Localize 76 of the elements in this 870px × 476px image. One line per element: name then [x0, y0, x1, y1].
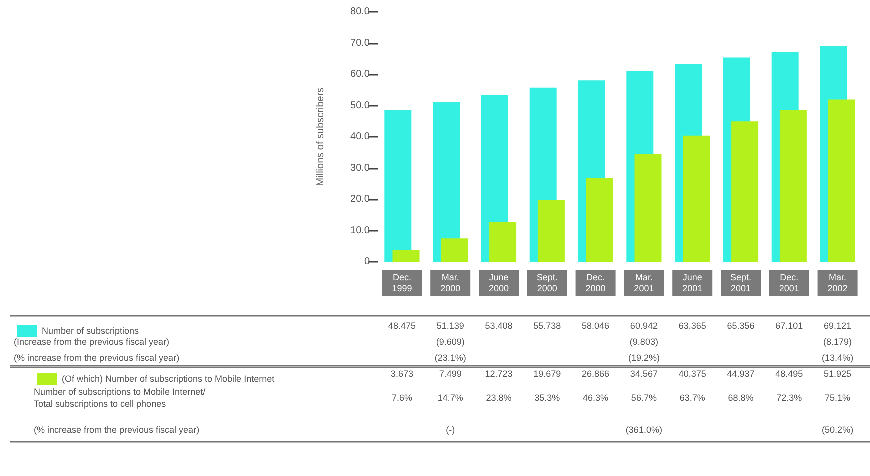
data-label: 7.499: [439, 369, 462, 379]
text: (9.803): [630, 337, 658, 347]
text: (9.609): [436, 337, 465, 347]
y-tick-label: 60.0: [350, 69, 370, 80]
text: 7.6%: [392, 393, 412, 403]
x-tick-label: June 2001: [682, 272, 703, 294]
bar: [780, 110, 807, 262]
data-label: 60.942: [630, 321, 658, 331]
text: 14.7%: [438, 393, 464, 403]
y-tick-label: 70.0: [350, 38, 370, 49]
x-tick-label: Dec. 2000: [586, 272, 606, 294]
y-tick-label: 80.0: [350, 6, 370, 18]
data-label: 34.567: [630, 369, 658, 379]
bar: [384, 110, 412, 262]
data-label: 58.046: [582, 321, 610, 331]
y-tick-label: 50.0: [350, 100, 370, 112]
text: 23.8%: [486, 393, 512, 403]
text: 63.7%: [680, 393, 706, 403]
data-label: 69.121: [824, 321, 852, 331]
data-label: 55.738: [534, 321, 562, 331]
text: (19.2%): [628, 353, 660, 363]
data-label: 40.375: [678, 369, 706, 379]
bar: [828, 100, 856, 262]
data-label: 51.139: [436, 321, 464, 331]
data-label: 19.679: [534, 369, 562, 379]
bar: [634, 154, 662, 262]
data-label: 63.365: [678, 321, 706, 331]
bar: [490, 222, 517, 262]
text: 46.3%: [583, 393, 609, 403]
bar: [586, 178, 614, 262]
text: (% increase from the previous fiscal year): [34, 425, 200, 435]
x-tick-label: Dec. 1999: [392, 272, 412, 294]
data-label: 44.937: [727, 369, 755, 379]
text: (361.0%): [626, 425, 662, 435]
y-tick-label: 10.0: [350, 225, 370, 236]
data-label: 48.475: [388, 321, 416, 331]
text: 72.3%: [776, 393, 802, 403]
y-axis-title: Millions of subscribers: [316, 88, 326, 186]
data-label: 67.101: [776, 321, 804, 331]
x-tick-label: Mar. 2002: [828, 272, 848, 294]
text: (-): [446, 425, 456, 435]
bar: [538, 200, 565, 262]
x-tick-label: Mar. 2001: [634, 272, 654, 294]
bar: [683, 136, 710, 262]
text: Number of subscriptions to Mobile Internet/ Total subscriptions to cell phones: [34, 387, 206, 409]
y-tick-label: 30.0: [350, 162, 370, 174]
data-label: 48.495: [776, 369, 804, 379]
text: (% increase from the previous fiscal year): [14, 353, 180, 363]
text: 68.8%: [728, 393, 754, 403]
text: 35.3%: [534, 393, 560, 403]
text: (Increase from the previous fiscal year): [14, 337, 170, 347]
data-label: 3.673: [390, 369, 414, 379]
y-tick-label: 20.0: [350, 194, 370, 205]
bar: [392, 250, 420, 262]
text: 75.1%: [825, 393, 851, 403]
y-tick-label: 40.0: [350, 132, 370, 142]
text: (8.179): [824, 337, 852, 347]
x-tick-label: Dec. 2001: [779, 272, 800, 294]
bar: [732, 122, 759, 262]
text: (13.4%): [822, 353, 854, 363]
text: (50.2%): [822, 425, 854, 435]
legend-label: Number of subscriptions: [42, 326, 140, 336]
data-label: 53.408: [485, 321, 513, 331]
legend-label: (Of which) Number of subscriptions to Mobile Internet: [62, 374, 276, 384]
x-tick-label: June 2000: [488, 272, 510, 294]
data-label: 26.866: [582, 369, 610, 379]
x-tick-label: Sept. 2001: [730, 272, 752, 294]
data-label: 51.925: [824, 369, 852, 379]
x-tick-label: Sept. 2000: [536, 272, 558, 294]
y-tick-label: 0: [364, 256, 370, 268]
data-label: 12.723: [485, 369, 513, 379]
x-tick-label: Mar. 2000: [440, 272, 461, 294]
text: 56.7%: [631, 393, 657, 403]
text: (23.1%): [434, 353, 466, 363]
data-label: 65.356: [727, 321, 755, 331]
bar: [441, 238, 468, 262]
